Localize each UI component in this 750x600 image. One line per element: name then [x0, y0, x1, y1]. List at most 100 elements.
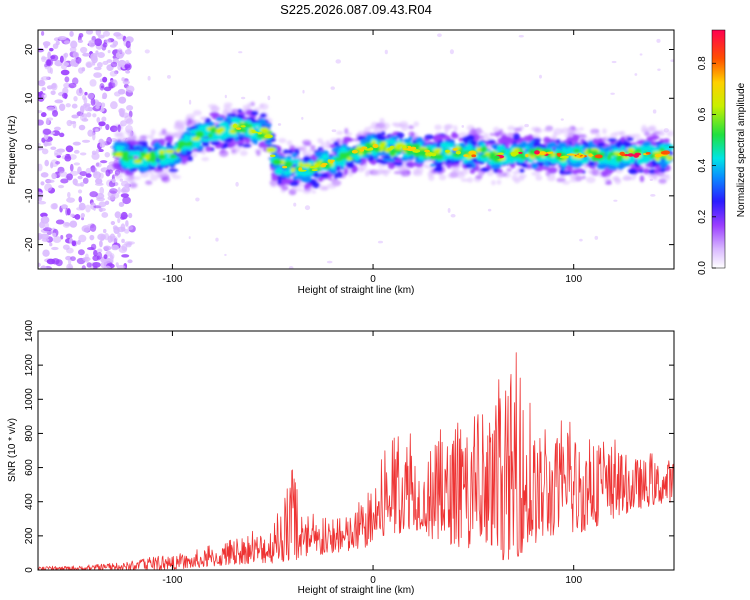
spectrogram-ridge-blob [210, 141, 220, 146]
spectrogram-ridge-blob [129, 152, 136, 157]
spectrogram-ridge-blob [124, 129, 134, 135]
spectrogram-ridge-blob [365, 134, 372, 141]
spectrogram-hotspot [351, 149, 358, 154]
spectrogram-noise-blob [72, 120, 77, 129]
spectrogram-noise-blob [121, 238, 125, 244]
spectrogram-y-tick-label: -20 [24, 237, 35, 252]
spectrogram-noise-blob [331, 129, 337, 133]
spectrogram-noise-blob [78, 234, 87, 243]
spectrogram-noise-blob [104, 200, 110, 206]
spectrogram-noise-blob [105, 38, 111, 44]
spectrogram-ridge-blob [579, 158, 589, 164]
spectrogram-ridge-blob [547, 175, 556, 182]
spectrogram-noise-blob [115, 33, 124, 40]
spectrogram-noise-blob [450, 214, 456, 218]
spectrogram-noise-blob [124, 49, 132, 55]
spectrogram-noise-blob [127, 225, 134, 231]
spectrogram-ridge-blob [403, 138, 410, 143]
spectrogram-hotspot [424, 149, 431, 153]
spectrogram-noise-blob [377, 240, 383, 244]
spectrogram-noise-blob [38, 234, 42, 241]
spectrogram-noise-blob [74, 214, 81, 220]
spectrogram-hotspot [387, 147, 393, 151]
spectrogram-ridge-blob [643, 168, 650, 174]
spectrogram-noise-blob [69, 256, 76, 262]
spectrogram-ridge-blob [158, 149, 165, 155]
spectrogram-ridge-blob [321, 153, 330, 161]
spectrogram-noise-blob [73, 162, 81, 166]
spectrogram-noise-blob [77, 175, 83, 180]
spectrogram-noise-blob [38, 200, 47, 205]
spectrogram-ridge-blob [347, 157, 352, 161]
spectrogram-hotspot [406, 147, 415, 152]
spectrogram-ridge-blob [450, 165, 460, 172]
spectrogram-noise-blob [80, 213, 85, 218]
spectrogram-noise-blob [166, 75, 171, 79]
spectrogram-noise-blob [121, 243, 128, 252]
colorbar-tick-label: 0.0 [697, 261, 708, 275]
spectrogram-noise-blob [102, 60, 109, 66]
spectrogram-y-tick-label: 10 [24, 92, 35, 104]
spectrogram-noise-blob [66, 247, 74, 254]
spectrogram-ridge-blob [298, 161, 303, 169]
spectrogram-noise-blob [144, 49, 150, 54]
spectrogram-hotspot [518, 151, 523, 154]
spectrogram-noise-blob [110, 61, 118, 68]
spectrogram-noise-blob [96, 117, 101, 123]
spectrogram-ridge-blob [460, 178, 469, 182]
spectrogram-ridge-blob [530, 162, 539, 170]
spectrogram-noise-blob [109, 188, 118, 194]
spectrogram-noise-blob [96, 197, 105, 202]
spectrogram-noise-blob [93, 249, 98, 257]
spectrogram-ridge-blob [186, 113, 196, 120]
spectrogram-noise-blob [77, 249, 85, 256]
spectrogram-noise-blob [38, 196, 43, 202]
spectrogram-noise-blob [58, 103, 66, 111]
spectrogram-noise-blob [38, 109, 43, 114]
spectrogram-ridge-blob [443, 124, 452, 131]
spectrogram-ridge-blob [666, 155, 674, 161]
spectrogram-noise-blob [652, 109, 657, 114]
spectrogram-hotspot [627, 153, 634, 157]
spectrogram-ridge-blob [582, 141, 588, 145]
spectrogram-ridge-blob [114, 172, 123, 180]
spectrogram-noise-blob [119, 178, 124, 182]
spectrogram-ridge-blob [150, 129, 156, 136]
spectrogram-noise-blob [81, 139, 91, 143]
spectrogram-noise-blob [91, 152, 100, 160]
spectrogram-hotspot [269, 154, 276, 158]
spectrogram-ridge-blob [372, 170, 382, 176]
spectrogram-ridge-blob [393, 159, 403, 163]
spectrogram-ridge-blob [129, 182, 138, 189]
spectrogram-noise-blob [117, 217, 121, 224]
spectrogram-noise-blob [111, 244, 119, 251]
spectrogram-ridge-blob [666, 130, 674, 137]
spectrogram-noise-blob [98, 121, 106, 127]
spectrogram-ridge-blob [531, 171, 541, 176]
spectrogram-noise-blob [125, 60, 130, 66]
spectrogram-noise-blob [118, 108, 126, 114]
snr-y-axis-title: SNR (10 * v/v) [7, 418, 18, 482]
spectrogram-ridge-blob [161, 176, 171, 183]
spectrogram-noise-blob [48, 47, 54, 52]
spectrogram-ridge-blob [614, 131, 624, 136]
spectrogram-ridge-blob [620, 146, 625, 150]
spectrogram-noise-blob [46, 117, 54, 121]
spectrogram-hotspot [559, 156, 569, 159]
spectrogram-noise-blob [117, 232, 121, 238]
spectrogram-noise-blob [42, 41, 51, 47]
spectrogram-noise-blob [215, 237, 219, 242]
spectrogram-ridge-blob [191, 136, 201, 141]
spectrogram-noise-blob [69, 163, 74, 172]
spectrogram-noise-blob [90, 223, 97, 232]
spectrogram-ridge-blob [467, 177, 474, 183]
spectrogram-noise-blob [109, 254, 114, 263]
spectrogram-ridge-blob [571, 175, 580, 180]
spectrogram-ridge-blob [458, 137, 463, 142]
spectrogram-ridge-blob [277, 178, 282, 185]
spectrogram-ridge-blob [343, 137, 354, 142]
spectrogram-noise-blob [45, 58, 54, 67]
spectrogram-ridge-blob [161, 169, 169, 175]
spectrogram-ridge-blob [266, 144, 277, 148]
spectrogram-heatmap [38, 30, 674, 269]
